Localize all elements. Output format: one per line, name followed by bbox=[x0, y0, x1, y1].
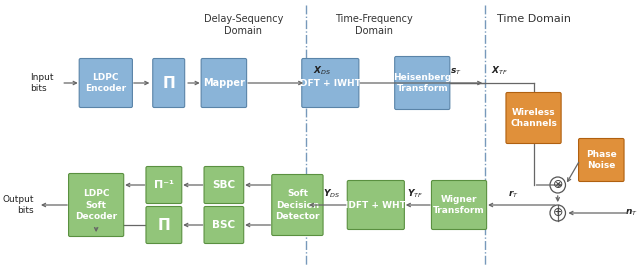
FancyBboxPatch shape bbox=[146, 207, 182, 244]
Text: Soft
Decision
Detector: Soft Decision Detector bbox=[275, 189, 319, 221]
Text: LDPC
Encoder: LDPC Encoder bbox=[85, 73, 126, 93]
Text: ⊕: ⊕ bbox=[552, 207, 563, 220]
Text: DFT + IWHT: DFT + IWHT bbox=[300, 79, 361, 87]
Text: $\boldsymbol{s}_{\mathregular{T}}$: $\boldsymbol{s}_{\mathregular{T}}$ bbox=[451, 66, 462, 77]
Text: SBC: SBC bbox=[212, 180, 236, 190]
Text: $\boldsymbol{X}_{\mathregular{DS}}$: $\boldsymbol{X}_{\mathregular{DS}}$ bbox=[313, 65, 331, 77]
Text: $\boldsymbol{X}_{\mathregular{TF}}$: $\boldsymbol{X}_{\mathregular{TF}}$ bbox=[491, 65, 508, 77]
Text: $\boldsymbol{Y}_{\mathregular{TF}}$: $\boldsymbol{Y}_{\mathregular{TF}}$ bbox=[407, 187, 423, 200]
FancyBboxPatch shape bbox=[153, 59, 185, 107]
FancyBboxPatch shape bbox=[506, 93, 561, 143]
Text: Heisenberg
Transform: Heisenberg Transform bbox=[393, 73, 451, 93]
Text: ⊗: ⊗ bbox=[552, 178, 563, 191]
FancyBboxPatch shape bbox=[204, 167, 244, 204]
FancyBboxPatch shape bbox=[204, 207, 244, 244]
Text: Time Domain: Time Domain bbox=[497, 14, 570, 24]
Text: Phase
Noise: Phase Noise bbox=[586, 150, 617, 170]
FancyBboxPatch shape bbox=[79, 59, 132, 107]
Text: IDFT + WHT: IDFT + WHT bbox=[346, 201, 406, 210]
FancyBboxPatch shape bbox=[302, 59, 359, 107]
Text: BSC: BSC bbox=[212, 220, 236, 230]
FancyBboxPatch shape bbox=[68, 174, 124, 237]
Text: Wireless
Channels: Wireless Channels bbox=[510, 108, 557, 128]
FancyBboxPatch shape bbox=[272, 174, 323, 235]
Text: Π: Π bbox=[157, 218, 170, 232]
Text: Input
bits: Input bits bbox=[30, 73, 54, 93]
Text: Time-Frequency
Domain: Time-Frequency Domain bbox=[335, 14, 413, 36]
FancyBboxPatch shape bbox=[431, 181, 486, 230]
FancyBboxPatch shape bbox=[146, 167, 182, 204]
Text: Mapper: Mapper bbox=[203, 78, 245, 88]
Text: Π⁻¹: Π⁻¹ bbox=[154, 180, 174, 190]
Text: Π: Π bbox=[163, 76, 175, 90]
Text: $\boldsymbol{r}_{\mathregular{T}}$: $\boldsymbol{r}_{\mathregular{T}}$ bbox=[508, 188, 519, 200]
Text: Output
bits: Output bits bbox=[3, 195, 34, 215]
Text: Wigner
Transform: Wigner Transform bbox=[433, 195, 485, 215]
FancyBboxPatch shape bbox=[348, 181, 404, 230]
Text: Delay-Sequency
Domain: Delay-Sequency Domain bbox=[204, 14, 283, 36]
FancyBboxPatch shape bbox=[579, 139, 624, 181]
Text: $\boldsymbol{n}_{\mathregular{T}}$: $\boldsymbol{n}_{\mathregular{T}}$ bbox=[625, 208, 638, 218]
Text: LDPC
Soft
Decoder: LDPC Soft Decoder bbox=[75, 189, 117, 221]
FancyBboxPatch shape bbox=[201, 59, 246, 107]
Text: $\boldsymbol{Y}_{\mathregular{DS}}$: $\boldsymbol{Y}_{\mathregular{DS}}$ bbox=[323, 187, 340, 200]
FancyBboxPatch shape bbox=[395, 56, 450, 110]
